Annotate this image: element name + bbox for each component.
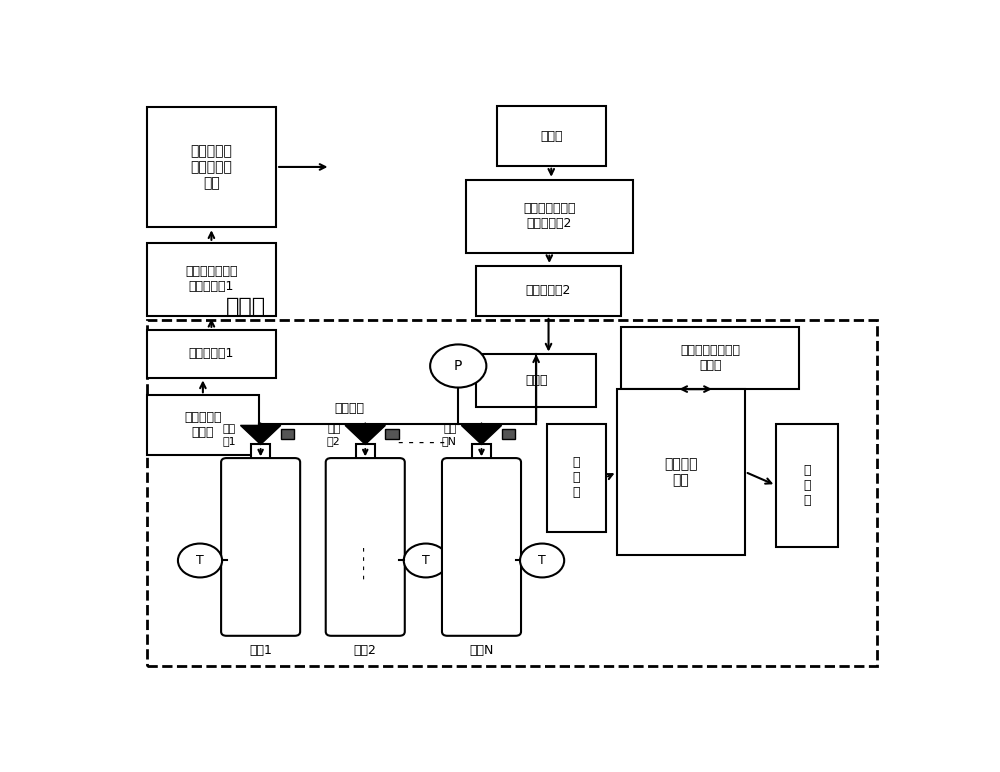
- Text: 可控或机械式氢
气供给装置2: 可控或机械式氢 气供给装置2: [523, 202, 576, 230]
- Text: T: T: [538, 554, 546, 567]
- Circle shape: [520, 543, 564, 577]
- Text: 氢瓶N: 氢瓶N: [469, 644, 494, 656]
- Text: T: T: [422, 554, 430, 567]
- Text: 其他控制器或可通
讯装置: 其他控制器或可通 讯装置: [680, 344, 740, 372]
- Bar: [147, 395, 259, 455]
- FancyBboxPatch shape: [442, 458, 521, 636]
- Text: 传
感
器: 传 感 器: [573, 456, 580, 499]
- Bar: [617, 389, 745, 554]
- Bar: [147, 320, 877, 666]
- FancyBboxPatch shape: [221, 458, 300, 636]
- Bar: [547, 424, 606, 532]
- Polygon shape: [345, 425, 385, 445]
- Text: 执
行
器: 执 行 器: [803, 464, 811, 507]
- Text: 氢气流量计1: 氢气流量计1: [189, 347, 234, 361]
- Bar: [251, 445, 270, 462]
- Bar: [466, 180, 633, 252]
- Bar: [476, 266, 621, 316]
- Text: 瓶口
阀2: 瓶口 阀2: [327, 424, 340, 445]
- Text: 氢燃料电池
的氢气反应
容腔: 氢燃料电池 的氢气反应 容腔: [190, 144, 232, 190]
- Text: 瓶口
阀N: 瓶口 阀N: [442, 424, 457, 445]
- Bar: [147, 330, 276, 378]
- Bar: [476, 354, 596, 407]
- Bar: [147, 242, 276, 316]
- Text: - - - -: - - - -: [358, 546, 372, 579]
- Text: 加氢口: 加氢口: [525, 374, 547, 387]
- Text: 氢气流量计2: 氢气流量计2: [526, 284, 571, 297]
- Circle shape: [430, 344, 486, 388]
- Text: 可控或机械式氢
气供给装置1: 可控或机械式氢 气供给装置1: [185, 266, 238, 293]
- Text: T: T: [196, 554, 204, 567]
- Text: 氢系统: 氢系统: [226, 297, 266, 317]
- Text: 供氢管路: 供氢管路: [335, 401, 365, 415]
- Text: 一级或多级
减压阀: 一级或多级 减压阀: [184, 411, 222, 439]
- Text: 氢瓶2: 氢瓶2: [354, 644, 377, 656]
- Text: P: P: [454, 359, 462, 373]
- Bar: [356, 445, 375, 462]
- Polygon shape: [240, 425, 281, 445]
- Bar: [385, 428, 399, 438]
- FancyBboxPatch shape: [326, 458, 405, 636]
- Polygon shape: [461, 425, 502, 445]
- Bar: [281, 428, 294, 438]
- Bar: [621, 327, 799, 389]
- Circle shape: [404, 543, 448, 577]
- Circle shape: [178, 543, 222, 577]
- Text: 氢系统控
制器: 氢系统控 制器: [664, 457, 698, 487]
- Bar: [472, 445, 491, 462]
- Bar: [776, 424, 838, 547]
- Text: - - - - -: - - - - -: [398, 435, 445, 451]
- Text: 加氢站: 加氢站: [540, 130, 562, 143]
- Bar: [147, 107, 276, 228]
- Bar: [497, 107, 606, 166]
- Bar: [502, 428, 515, 438]
- Text: 氢瓶1: 氢瓶1: [249, 644, 272, 656]
- Text: 瓶口
阀1: 瓶口 阀1: [222, 424, 236, 445]
